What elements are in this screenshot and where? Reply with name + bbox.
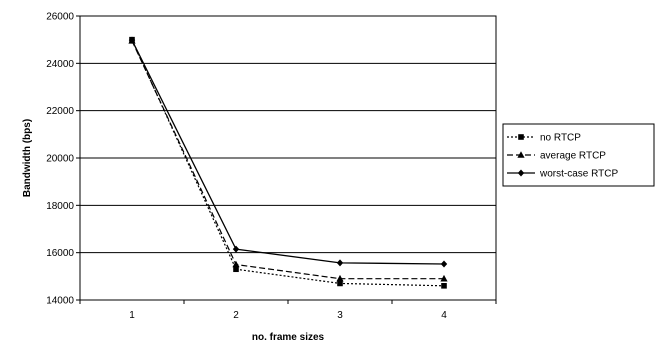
legend-label-worst-case-rtcp: worst-case RTCP — [539, 169, 618, 180]
x-tick-label-4: 4 — [441, 310, 447, 321]
y-tick-label-24000: 24000 — [46, 59, 74, 70]
y-tick-label-18000: 18000 — [46, 201, 74, 212]
x-tick-label-2: 2 — [233, 310, 239, 321]
data-point-worst-case-rtcp-1 — [128, 36, 136, 44]
gridlines — [80, 62, 496, 254]
data-point-worst-case-rtcp-3 — [336, 259, 344, 267]
data-point-worst-case-rtcp-2 — [232, 245, 240, 253]
series-line-worst-case-rtcp — [131, 39, 445, 265]
legend-label-no-rtcp: no RTCP — [540, 133, 581, 144]
data-point-average-rtcp-4 — [440, 274, 448, 282]
y-tick-label-26000: 26000 — [46, 12, 74, 23]
legend-marker-no-rtcp — [518, 134, 524, 140]
series-average-rtcp — [128, 37, 448, 282]
y-axis-title: Bandwidth (bps) — [22, 119, 33, 197]
data-point-worst-case-rtcp-4 — [440, 260, 448, 268]
series-line-average-rtcp — [131, 40, 444, 280]
series-worst-case-rtcp — [128, 36, 448, 268]
data-point-average-rtcp-2 — [232, 260, 240, 268]
legend-items: no RTCP average RTCP worst-case RTCP — [507, 133, 618, 180]
x-tick-label-3: 3 — [337, 310, 343, 321]
x-tick-label-1: 1 — [129, 310, 135, 321]
series-layer — [128, 36, 448, 289]
data-point-average-rtcp-3 — [336, 274, 344, 282]
legend-marker-worst-case-rtcp — [517, 169, 525, 177]
y-tick-label-20000: 20000 — [46, 154, 74, 165]
data-point-no-rtcp-2 — [233, 266, 239, 273]
data-point-no-rtcp-4 — [441, 283, 447, 289]
x-axis: 1 2 3 4 — [79, 300, 497, 321]
y-axis: 14000 16000 18000 20000 22000 24000 26000 — [46, 12, 80, 307]
y-tick-label-22000: 22000 — [46, 106, 74, 117]
x-axis-title: no. frame sizes — [252, 332, 325, 343]
series-line-no-rtcp — [131, 39, 445, 287]
y-tick-label-16000: 16000 — [46, 248, 74, 259]
legend-marker-average-rtcp — [517, 151, 525, 158]
y-tick-label-14000: 14000 — [46, 296, 74, 307]
legend: no RTCP average RTCP worst-case RTCP — [502, 123, 655, 187]
data-point-no-rtcp-3 — [337, 280, 343, 287]
legend-label-average-rtcp: average RTCP — [540, 151, 606, 162]
